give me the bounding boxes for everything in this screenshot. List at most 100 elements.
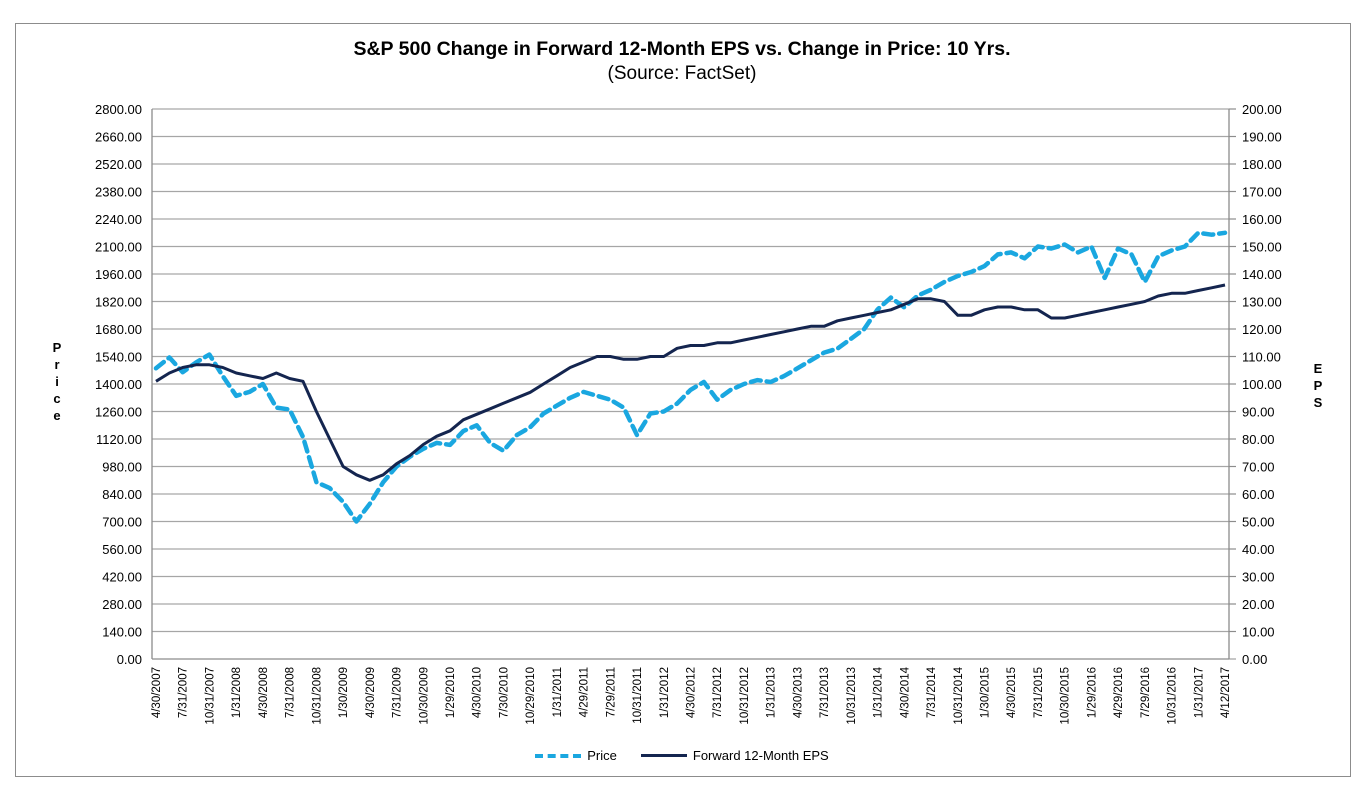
x-tick-label: 4/30/2014 (899, 666, 911, 718)
price-series-line (153, 230, 1228, 524)
x-tick-label: 4/30/2015 (1006, 667, 1018, 718)
y-left-tick-label: 1680.00 (95, 322, 142, 337)
y-left-tick-label: 980.00 (102, 460, 142, 475)
x-tick-label: 7/31/2015 (1033, 667, 1045, 718)
x-tick-label: 10/29/2010 (525, 667, 537, 725)
x-axis-labels: 4/30/2007 7/31/2007 10/31/2007 1/31/2008 4/3… (151, 666, 1232, 724)
x-tick-label: 7/31/2007 (178, 667, 190, 718)
y-right-tick-label: 10.00 (1242, 625, 1275, 640)
eps-series-line (155, 283, 1226, 482)
x-tick-label: 1/31/2017 (1193, 667, 1205, 718)
y-left-tick-label: 1400.00 (95, 377, 142, 392)
x-tick-label: 1/31/2008 (231, 667, 243, 718)
x-tick-label: 7/31/2013 (819, 667, 831, 718)
y-right-tick-label: 120.00 (1242, 322, 1282, 337)
series-lines (153, 230, 1228, 524)
x-tick-label: 1/31/2014 (873, 666, 885, 718)
x-tick-label: 4/29/2016 (1113, 667, 1125, 718)
x-tick-label: 1/29/2016 (1086, 667, 1098, 718)
y-right-tick-label: 110.00 (1242, 350, 1281, 365)
legend-swatch-eps (640, 754, 687, 757)
y-left-tick-label: 2800.00 (95, 102, 142, 117)
x-tick-label: 7/31/2012 (712, 667, 724, 718)
x-tick-label: 4/29/2011 (579, 667, 591, 717)
x-tick-label: 4/30/2008 (258, 667, 270, 718)
x-tick-label: 1/30/2009 (338, 667, 350, 718)
x-tick-label: 4/30/2007 (151, 667, 163, 718)
y-right-tick-label: 200.00 (1242, 102, 1282, 117)
x-tick-label: 1/30/2015 (979, 667, 991, 718)
y-axis-right-ticks: 0.00 10.00 20.00 30.00 40.00 50.00 60.00 70.00 8… (1242, 102, 1282, 667)
x-tick-label: 10/31/2007 (204, 667, 216, 725)
x-tick-label: 1/31/2012 (659, 667, 671, 718)
legend-label-price: Price (587, 748, 617, 763)
y-right-tick-label: 190.00 (1242, 130, 1282, 145)
y-left-tick-label: 1540.00 (95, 350, 142, 365)
y-right-tick-label: 140.00 (1242, 267, 1282, 282)
x-tick-label: 7/29/2011 (605, 667, 617, 717)
y-left-tick-label: 1820.00 (95, 295, 142, 310)
y-left-tick-label: 2240.00 (95, 212, 142, 227)
y-right-tick-label: 40.00 (1242, 542, 1275, 557)
x-tick-label: 7/31/2014 (926, 666, 938, 718)
y-left-tick-label: 2520.00 (95, 157, 142, 172)
x-tick-label: 1/31/2013 (766, 667, 778, 718)
y-right-tick-label: 100.00 (1242, 377, 1282, 392)
axes (151, 108, 1236, 660)
y-right-tick-label: 180.00 (1242, 157, 1282, 172)
y-left-tick-label: 2100.00 (95, 240, 142, 255)
y-right-tick-label: 20.00 (1242, 597, 1275, 612)
x-tick-label: 10/30/2015 (1060, 667, 1072, 725)
y-left-tick-label: 1120.00 (96, 432, 142, 447)
y-right-tick-label: 90.00 (1242, 405, 1275, 420)
x-tick-label: 7/31/2009 (392, 667, 404, 718)
x-tick-label: 7/29/2016 (1140, 667, 1152, 718)
x-tick-label: 4/30/2009 (365, 667, 377, 718)
x-tick-label: 4/12/2017 (1220, 667, 1232, 718)
y-right-tick-label: 150.00 (1242, 240, 1282, 255)
x-tick-label: 10/31/2014 (953, 666, 965, 724)
y-left-tick-label: 2660.00 (95, 130, 142, 145)
x-tick-label: 4/30/2013 (792, 667, 804, 718)
y-axis-left-title-letter: i (55, 374, 59, 389)
y-axis-right-title-letter: S (1314, 395, 1323, 410)
y-left-tick-label: 1260.00 (95, 405, 142, 420)
y-axis-left-title-letter: P (53, 340, 62, 355)
y-axis-left-title-letter: e (53, 408, 60, 423)
chart-title: S&P 500 Change in Forward 12-Month EPS v… (353, 38, 1011, 60)
legend-label-eps: Forward 12-Month EPS (692, 748, 829, 763)
y-axis-right-title-letter: P (1314, 378, 1323, 393)
y-left-tick-label: 140.00 (102, 625, 142, 640)
y-left-tick-label: 700.00 (102, 515, 142, 530)
gridlines (152, 108, 1236, 633)
x-tick-label: 10/31/2008 (311, 667, 323, 725)
y-left-tick-label: 1960.00 (95, 267, 142, 282)
y-right-tick-label: 0.00 (1242, 652, 1267, 667)
y-right-tick-label: 30.00 (1242, 570, 1275, 585)
y-left-tick-label: 0.00 (117, 652, 142, 667)
x-tick-label: 4/30/2012 (686, 667, 698, 718)
y-right-tick-label: 70.00 (1242, 460, 1275, 475)
x-tick-label: 10/31/2011 (632, 667, 644, 724)
legend-item-price[interactable]: Price (535, 748, 617, 763)
y-left-tick-label: 280.00 (102, 597, 142, 612)
x-tick-label: 7/30/2010 (498, 667, 510, 718)
y-left-tick-label: 840.00 (102, 487, 142, 502)
y-axis-left-title-letter: r (54, 357, 59, 372)
x-tick-label: 7/31/2008 (285, 667, 297, 718)
legend-item-eps[interactable]: Forward 12-Month EPS (640, 748, 829, 763)
x-tick-label: 10/30/2009 (418, 667, 430, 725)
y-left-tick-label: 2380.00 (95, 185, 142, 200)
y-axis-left-title-letter: c (53, 391, 60, 406)
x-tick-label: 10/31/2016 (1167, 667, 1179, 725)
x-tick-label: 1/29/2010 (445, 667, 457, 718)
y-axis-right-title-letter: E (1314, 361, 1323, 376)
chart-frame (15, 23, 1351, 777)
x-tick-label: 4/30/2010 (472, 667, 484, 718)
y-right-tick-label: 80.00 (1242, 432, 1275, 447)
y-right-tick-label: 130.00 (1242, 295, 1282, 310)
y-right-tick-label: 60.00 (1242, 487, 1275, 502)
legend: Price Forward 12-Month EPS (0, 748, 1364, 763)
